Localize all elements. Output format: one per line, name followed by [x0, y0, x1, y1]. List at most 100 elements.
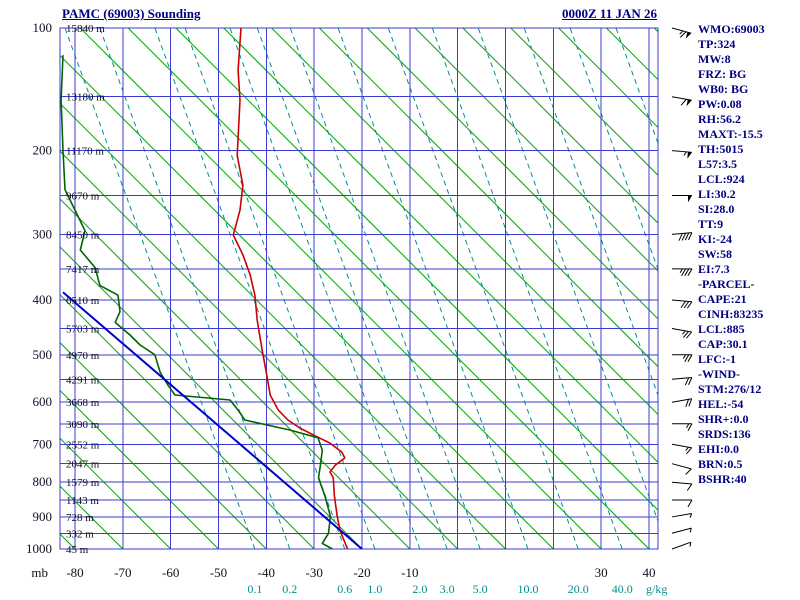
- temp-tick-label: -50: [210, 565, 227, 580]
- temp-tick-label: -20: [353, 565, 370, 580]
- page-title: PAMC (69003) Sounding: [62, 6, 201, 21]
- altitude-label: 5703 m: [66, 323, 100, 335]
- temp-tick-label: -10: [401, 565, 418, 580]
- stat-line: TH:5015: [698, 142, 744, 156]
- pressure-tick-label: 300: [33, 226, 53, 241]
- wind-barb-icon: [671, 398, 693, 407]
- mixing-tick-label: 5.0: [473, 582, 488, 596]
- stat-line: LI:30.2: [698, 187, 736, 201]
- stats-panel: WMO:69003 TP:324 MW:8 FRZ: BG WB0: BG PW:0.08…: [698, 22, 798, 487]
- wind-barb-icon: [671, 463, 692, 475]
- stat-line: LFC:-1: [698, 352, 736, 366]
- stat-line: MAXT:-15.5: [698, 127, 763, 141]
- stat-line: CAPE:21: [698, 292, 747, 306]
- stat-line: SHR+:0.0: [698, 412, 749, 426]
- altitude-label: 3668 m: [66, 397, 100, 409]
- stat-line: TT:9: [698, 217, 724, 231]
- mixing-tick-label: 20.0: [568, 582, 589, 596]
- wind-barb-icon: [672, 354, 693, 362]
- mixing-tick-label: 3.0: [440, 582, 455, 596]
- stat-line: WB0: BG: [698, 82, 749, 96]
- mixing-tick-label: 0.6: [337, 582, 352, 596]
- wind-barb-icon: [671, 541, 692, 550]
- wind-barb-icon: [671, 327, 693, 339]
- stat-line: CAP:30.1: [698, 337, 748, 351]
- mixing-unit-label: g/kg: [646, 582, 667, 596]
- mixing-tick-label: 1.0: [367, 582, 382, 596]
- mixing-ratio-lines: [64, 28, 658, 549]
- pressure-tick-label: 900: [33, 509, 53, 524]
- temp-tick-label: -60: [162, 565, 179, 580]
- parcel-trace: [62, 291, 363, 549]
- wind-barb-icon: [671, 481, 693, 491]
- stat-line: -WIND-: [698, 367, 740, 381]
- stat-line: LCL:924: [698, 172, 745, 186]
- altitude-label: 1143 m: [66, 495, 99, 507]
- altitude-label: 2047 m: [66, 459, 100, 471]
- pressure-tick-label: 100: [33, 20, 53, 35]
- wind-barb-icon: [671, 27, 692, 39]
- stat-line: KI:-24: [698, 232, 732, 246]
- stat-line: BRN:0.5: [698, 457, 743, 471]
- stat-line: SW:58: [698, 247, 733, 261]
- altitude-label: 2552 m: [66, 439, 100, 451]
- pressure-axis-labels: 100 200 300 400 500 600 700 800 900 1000 mb: [26, 20, 52, 580]
- mixing-tick-label: 0.1: [247, 582, 262, 596]
- stat-line: PW:0.08: [698, 97, 742, 111]
- stat-line: EHI:0.0: [698, 442, 740, 456]
- pressure-tick-label: 400: [33, 292, 53, 307]
- stat-line: HEL:-54: [698, 397, 744, 411]
- grid: [59, 27, 659, 550]
- stat-line: WMO:69003: [698, 22, 765, 36]
- temp-tick-label: 40: [643, 565, 656, 580]
- wind-barb-icon: [671, 299, 693, 309]
- pressure-tick-label: 600: [33, 394, 53, 409]
- stat-line: FRZ: BG: [698, 67, 747, 81]
- stat-line: SRDS:136: [698, 427, 751, 441]
- temperature-trace: [232, 28, 349, 549]
- temp-tick-label: -40: [258, 565, 275, 580]
- wind-barb-icon: [672, 499, 693, 508]
- stat-line: L57:3.5: [698, 157, 737, 171]
- mixing-tick-label: 10.0: [517, 582, 538, 596]
- temperature-axis-labels: -80 -70 -60 -50 -40 -30 -20 -10 30 40: [66, 565, 655, 580]
- dewpoint-trace: [60, 55, 333, 549]
- altitude-label: 728 m: [66, 512, 94, 524]
- dry-adiabats: [60, 28, 658, 549]
- temp-tick-label: -70: [114, 565, 131, 580]
- wind-barb-icon: [671, 512, 693, 518]
- pressure-tick-label: 800: [33, 474, 53, 489]
- altitude-label: 7417 m: [66, 264, 100, 276]
- stat-line: BSHR:40: [698, 472, 747, 486]
- pressure-tick-label: 200: [33, 143, 53, 158]
- mixing-tick-label: 0.2: [282, 582, 297, 596]
- altitude-label: 9670 m: [66, 190, 100, 202]
- pressure-tick-label: 700: [33, 436, 53, 451]
- altitude-label: 4291 m: [66, 374, 100, 386]
- altitude-label: 3090 m: [66, 419, 100, 431]
- mixing-tick-label: 2.0: [412, 582, 427, 596]
- wind-barbs: [671, 27, 693, 550]
- altitude-label: 11170 m: [66, 146, 104, 158]
- pressure-tick-label: 1000: [26, 541, 52, 556]
- pressure-tick-label: 500: [33, 347, 53, 362]
- altitude-label: 8450 m: [66, 229, 100, 241]
- stat-line: STM:276/12: [698, 382, 762, 396]
- temp-tick-label: -30: [305, 565, 322, 580]
- wind-barb-icon: [671, 377, 693, 386]
- altitude-label: 6510 m: [66, 295, 100, 307]
- stat-line: LCL:885: [698, 322, 745, 336]
- stat-line: RH:56.2: [698, 112, 741, 126]
- stat-line: EI:7.3: [698, 262, 730, 276]
- altitude-label: 13180 m: [66, 92, 105, 104]
- wind-barb-icon: [672, 194, 692, 203]
- temp-tick-label: -80: [66, 565, 83, 580]
- stat-line: SI:28.0: [698, 202, 735, 216]
- stat-line: MW:8: [698, 52, 731, 66]
- altitude-labels: 15840 m 13180 m 11170 m 9670 m 8450 m 7417 m 6…: [66, 23, 105, 556]
- chart-date: 0000Z 11 JAN 26: [562, 6, 657, 21]
- wind-barb-icon: [672, 268, 693, 277]
- wind-barb-icon: [671, 150, 692, 159]
- altitude-label: 45 m: [66, 544, 89, 556]
